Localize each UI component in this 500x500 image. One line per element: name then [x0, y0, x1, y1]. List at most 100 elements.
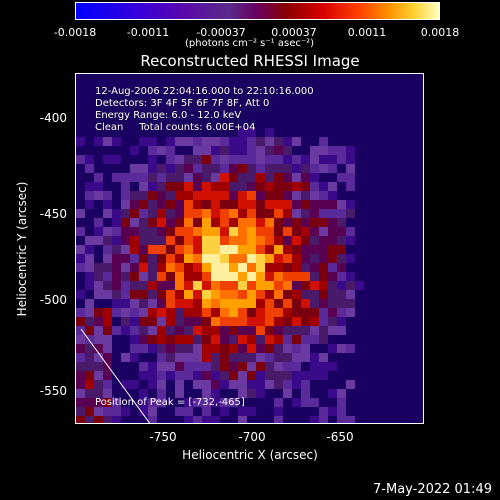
- heatmap-cell: [247, 263, 257, 273]
- heatmap-cell: [211, 74, 221, 84]
- heatmap-cell: [103, 110, 113, 120]
- heatmap-cell: [166, 128, 176, 138]
- heatmap-cell: [148, 362, 158, 372]
- heatmap-cell: [193, 92, 203, 102]
- heatmap-cell: [85, 353, 95, 363]
- heatmap-cell: [112, 380, 122, 390]
- heatmap-cell: [85, 227, 95, 237]
- heatmap-cell: [220, 182, 230, 192]
- heatmap-cell: [76, 380, 86, 390]
- heatmap-cell: [283, 344, 293, 354]
- heatmap-cell: [310, 227, 320, 237]
- heatmap-cell: [364, 353, 374, 363]
- heatmap-cell: [175, 344, 185, 354]
- heatmap-cell: [166, 209, 176, 219]
- heatmap-cell: [301, 146, 311, 156]
- heatmap-cell: [238, 317, 248, 327]
- heatmap-cell: [283, 308, 293, 318]
- heatmap-cell: [328, 146, 338, 156]
- heatmap-cell: [85, 119, 95, 129]
- heatmap-cell: [337, 119, 347, 129]
- heatmap-cell: [76, 74, 86, 84]
- heatmap-cell: [76, 389, 86, 399]
- heatmap-cell: [202, 236, 212, 246]
- heatmap-cell: [337, 128, 347, 138]
- heatmap-cell: [382, 155, 392, 165]
- x-tick-label: -750: [149, 430, 177, 444]
- heatmap-cell: [256, 173, 266, 183]
- heatmap-cell: [238, 137, 248, 147]
- heatmap-cell: [301, 128, 311, 138]
- heatmap-cell: [310, 272, 320, 282]
- heatmap-cell: [355, 254, 365, 264]
- image-plot-area[interactable]: [75, 73, 424, 424]
- heatmap-cell: [112, 389, 122, 399]
- heatmap-cell: [391, 200, 401, 210]
- heatmap-cell: [157, 416, 167, 423]
- heatmap-cell: [409, 227, 419, 237]
- heatmap-cell: [256, 299, 266, 309]
- heatmap-cell: [283, 398, 293, 408]
- heatmap-cell: [247, 344, 257, 354]
- heatmap-cell: [85, 272, 95, 282]
- heatmap-cell: [139, 299, 149, 309]
- colorbar-tick: 0.00037: [271, 26, 317, 39]
- heatmap-cell: [112, 227, 122, 237]
- heatmap-cell: [139, 326, 149, 336]
- heatmap-cell: [337, 380, 347, 390]
- heatmap-cell: [85, 308, 95, 318]
- heatmap-cell: [373, 362, 383, 372]
- heatmap-cell: [121, 362, 131, 372]
- heatmap-cell: [319, 308, 329, 318]
- heatmap-cell: [112, 308, 122, 318]
- heatmap-cell: [175, 398, 185, 408]
- heatmap-cell: [148, 101, 158, 111]
- heatmap-cell: [211, 92, 221, 102]
- heatmap-cell: [121, 254, 131, 264]
- heatmap-cell: [355, 389, 365, 399]
- heatmap-cell: [103, 191, 113, 201]
- heatmap-cell: [355, 263, 365, 273]
- heatmap-cell: [211, 371, 221, 381]
- heatmap-cell: [346, 173, 356, 183]
- heatmap-cell: [112, 254, 122, 264]
- heatmap-cell: [292, 101, 302, 111]
- heatmap-cell: [391, 83, 401, 93]
- colorbar-tick: 0.0011: [347, 26, 387, 39]
- heatmap-cell: [121, 299, 131, 309]
- heatmap-cell: [364, 83, 374, 93]
- heatmap-cell: [247, 173, 257, 183]
- heatmap-cell: [337, 74, 347, 84]
- heatmap-cell: [346, 218, 356, 228]
- heatmap-cell: [265, 299, 275, 309]
- heatmap-cell: [139, 110, 149, 120]
- heatmap-cell: [184, 173, 194, 183]
- heatmap-cell: [139, 74, 149, 84]
- heatmap-cell: [328, 119, 338, 129]
- heatmap-cell: [292, 200, 302, 210]
- heatmap-cell: [292, 245, 302, 255]
- heatmap-cell: [103, 155, 113, 165]
- heatmap-cell: [382, 173, 392, 183]
- heatmap-cell: [256, 254, 266, 264]
- heatmap-cell: [175, 119, 185, 129]
- heatmap-cell: [274, 236, 284, 246]
- heatmap-cell: [346, 191, 356, 201]
- heatmap-cell: [418, 92, 423, 102]
- heatmap-cell: [202, 164, 212, 174]
- heatmap-cell: [364, 308, 374, 318]
- heatmap-cell: [229, 101, 239, 111]
- heatmap-cell: [418, 362, 423, 372]
- heatmap-cell: [202, 92, 212, 102]
- heatmap-cell: [193, 371, 203, 381]
- heatmap-cell: [256, 290, 266, 300]
- heatmap-cell: [292, 344, 302, 354]
- heatmap-cell: [94, 110, 104, 120]
- heatmap-cell: [346, 164, 356, 174]
- x-tick-label: -700: [238, 430, 266, 444]
- heatmap-cell: [310, 110, 320, 120]
- heatmap-cell: [121, 398, 131, 408]
- heatmap-cell: [400, 371, 410, 381]
- heatmap-cell: [103, 326, 113, 336]
- heatmap-cell: [391, 182, 401, 192]
